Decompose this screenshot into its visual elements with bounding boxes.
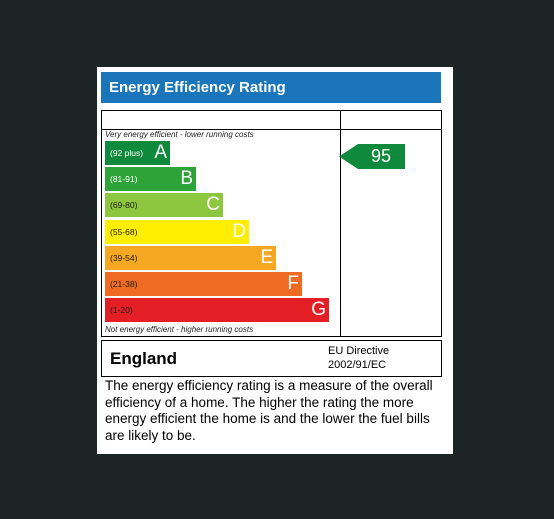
column-divider — [340, 111, 341, 336]
band-letter: G — [311, 299, 326, 320]
band-letter: A — [154, 142, 167, 163]
band-letter: C — [206, 194, 220, 215]
band-e: (39-54) E — [105, 246, 276, 270]
band-d: (55-68) D — [105, 220, 249, 244]
band-letter: B — [180, 168, 193, 189]
directive-line-1: EU Directive — [328, 345, 390, 357]
band-c: (69-80) C — [105, 193, 223, 217]
inefficient-note: Not energy efficient - higher running co… — [105, 325, 254, 334]
arrow-icon — [339, 144, 405, 169]
efficient-note: Very energy efficient - lower running co… — [105, 130, 254, 139]
band-range: (69-80) — [110, 200, 138, 210]
rating-chart: Very energy efficient - lower running co… — [101, 110, 442, 337]
band-range: (1-20) — [110, 305, 133, 315]
band-letter: F — [287, 273, 299, 294]
band-f: (21-38) F — [105, 272, 302, 296]
band-range: (92 plus) — [110, 148, 144, 158]
band-range: (81-91) — [110, 174, 138, 184]
footer-box: England EU Directive 2002/91/EC — [101, 340, 442, 377]
current-rating-value: 95 — [370, 146, 392, 166]
band-range: (55-68) — [110, 227, 138, 237]
band-range: (39-54) — [110, 253, 138, 263]
energy-rating-card: Energy Efficiency Rating Very energy eff… — [97, 67, 453, 454]
band-letter: D — [232, 221, 246, 242]
directive-line-2: 2002/91/EC — [328, 359, 387, 371]
band-range: (21-38) — [110, 279, 138, 289]
band-a: (92 plus) A — [105, 141, 170, 165]
chart-header-row — [102, 111, 441, 130]
band-b: (81-91) B — [105, 167, 196, 191]
description-text: The energy efficiency rating is a measur… — [105, 378, 433, 443]
band-g: (1-20) G — [105, 298, 329, 322]
country-label: England — [110, 349, 178, 368]
current-rating-arrow: 95 — [339, 144, 407, 169]
eu-directive: EU Directive 2002/91/EC — [328, 344, 389, 372]
card-title: Energy Efficiency Rating — [101, 72, 441, 103]
band-letter: E — [260, 247, 273, 268]
